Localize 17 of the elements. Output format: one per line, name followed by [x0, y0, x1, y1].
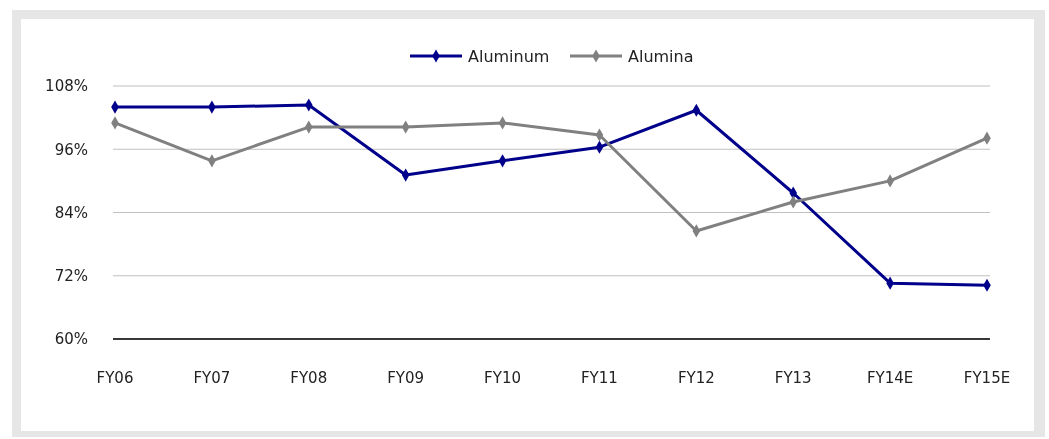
y-tick-label: 84%: [54, 203, 88, 222]
x-tick-label: FY10: [484, 369, 521, 388]
x-tick-label: FY07: [193, 369, 231, 388]
y-tick-label: 108%: [45, 77, 88, 96]
x-tick-label: FY13: [774, 369, 812, 388]
y-tick-label: 72%: [54, 267, 88, 285]
y-tick-label: 96%: [54, 140, 88, 159]
x-tick-label: FY09: [387, 369, 425, 388]
x-tick-label: FY15E: [963, 369, 1011, 388]
x-tick-label: FY08: [290, 369, 328, 388]
x-tick-label: FY14E: [866, 369, 914, 388]
legend-label: Alumina: [628, 46, 694, 66]
x-tick-label: FY11: [581, 369, 618, 388]
x-tick-label: FY06: [96, 369, 134, 388]
y-tick-label: 60%: [54, 330, 88, 349]
legend-label: Aluminum: [468, 46, 550, 66]
x-tick-label: FY12: [677, 369, 715, 388]
